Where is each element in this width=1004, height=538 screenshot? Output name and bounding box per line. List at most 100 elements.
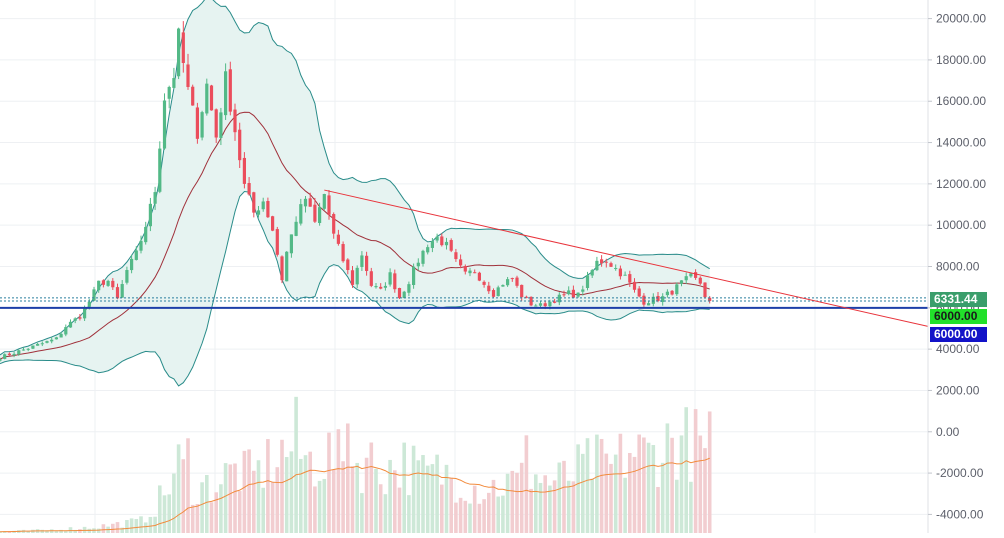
candle <box>167 85 171 109</box>
volume-bar <box>623 477 627 533</box>
bollinger-fill <box>0 0 710 386</box>
candle-body <box>459 259 463 266</box>
volume-bar <box>501 495 505 533</box>
candle-body <box>534 305 538 307</box>
candle <box>318 202 322 226</box>
volume-bar <box>54 530 59 533</box>
volume-bar <box>689 481 693 533</box>
candle <box>266 197 270 218</box>
volume-bar <box>595 434 599 533</box>
last-price-label-bg <box>930 292 987 307</box>
volume-bar <box>665 423 670 533</box>
candle-body <box>97 280 101 291</box>
support-line-label: 6000.00 <box>930 327 987 342</box>
volume-bar <box>280 439 284 533</box>
volume-bar <box>491 479 496 533</box>
candle-body <box>275 229 279 255</box>
alert-line-label: 6000.00 <box>930 309 987 324</box>
candle <box>444 237 449 250</box>
price-axis-tick-label: 8000.00 <box>936 260 980 274</box>
volume-ma-line <box>0 457 710 533</box>
candle <box>191 84 195 106</box>
candle-body <box>463 266 467 272</box>
candles[interactable] <box>0 21 712 362</box>
candle-body <box>36 343 40 346</box>
candle-body <box>233 109 237 133</box>
volume-bar <box>703 448 707 533</box>
candle-body <box>609 263 613 267</box>
candle-body <box>115 287 120 299</box>
candle-body <box>308 198 312 207</box>
volume-bar <box>205 475 209 533</box>
volume-bar <box>331 469 336 533</box>
candle <box>393 269 397 293</box>
candle <box>139 235 143 254</box>
volume-bar <box>336 429 341 533</box>
candle-body <box>172 78 176 88</box>
volume-bar <box>632 456 637 533</box>
volume-bar <box>308 451 312 533</box>
candle-body <box>491 290 496 297</box>
volume-bar <box>59 529 63 533</box>
candle <box>416 258 420 271</box>
candle-body <box>64 327 68 335</box>
candle <box>271 215 275 232</box>
volume-bar <box>618 433 623 533</box>
candle-body <box>571 289 575 298</box>
price-axis-tick-label: 2000.00 <box>936 383 980 397</box>
candle <box>172 67 176 89</box>
candle <box>3 353 7 360</box>
candle-body <box>332 214 336 234</box>
candle <box>209 84 214 111</box>
volume-bar <box>599 438 604 533</box>
volume-bar <box>548 485 552 533</box>
volume-bar <box>153 516 157 533</box>
price-axis-tick-label: -2000.00 <box>936 466 984 480</box>
volume-bar <box>64 530 68 533</box>
candle <box>252 191 256 218</box>
candle <box>562 290 566 297</box>
trendline-group[interactable] <box>324 189 929 327</box>
volume-bar <box>346 423 350 533</box>
volume-bar <box>172 473 176 533</box>
volume-bar <box>7 531 12 533</box>
candle <box>524 295 528 299</box>
volume-bar <box>237 491 242 533</box>
candle-body <box>440 236 444 246</box>
volume-bar <box>186 438 190 533</box>
candle <box>642 293 646 307</box>
volume-bar <box>581 453 585 533</box>
candle <box>412 263 416 289</box>
candle-body <box>177 28 181 77</box>
volume-bar <box>200 482 204 533</box>
volume-bar <box>26 530 30 533</box>
price-axis-tick-label: 16000.00 <box>936 94 986 108</box>
candle-body <box>623 274 627 276</box>
volume-bar <box>214 492 218 533</box>
candle <box>482 280 486 288</box>
volume-bar <box>637 434 641 533</box>
horizontal-lines[interactable] <box>0 297 928 309</box>
candle <box>68 319 73 328</box>
candle <box>501 284 505 287</box>
candle <box>327 190 331 220</box>
candle-body <box>21 349 26 351</box>
volume-bar <box>698 435 703 533</box>
candle <box>538 300 543 308</box>
candle <box>162 93 167 150</box>
candle-body <box>181 32 185 63</box>
candle-body <box>614 268 618 270</box>
volume-bar <box>360 493 364 533</box>
volume-bar <box>158 485 162 533</box>
candle <box>247 177 251 196</box>
candle <box>360 251 364 271</box>
volume-bar <box>440 484 444 533</box>
price-axis[interactable]: 20000.00 18000.00 16000.00 14000.00 12000.00… <box>927 0 986 533</box>
candle-body <box>158 148 162 192</box>
candle <box>153 186 157 210</box>
candle <box>200 110 204 141</box>
volume-bar <box>482 499 486 533</box>
candle-body <box>26 348 30 350</box>
